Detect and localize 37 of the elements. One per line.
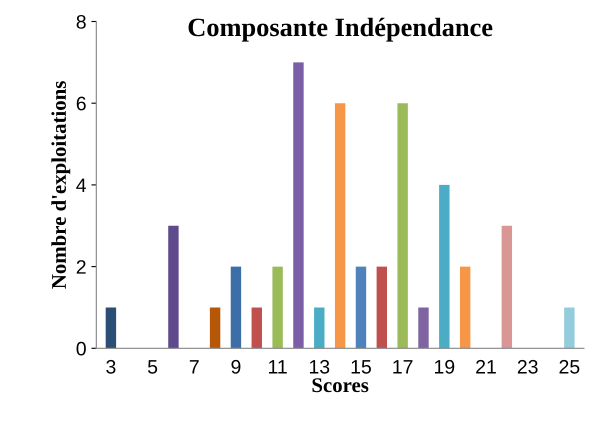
y-tick-label: 4 — [76, 178, 86, 192]
x-tick-label: 13 — [310, 360, 330, 374]
bar — [293, 62, 304, 348]
bar — [334, 103, 346, 348]
x-axis-title: Scores — [312, 378, 368, 392]
bar — [168, 226, 179, 348]
x-tick-label: 19 — [434, 360, 454, 374]
x-tick-label: 23 — [518, 360, 538, 374]
x-tick-label: 3 — [106, 360, 116, 374]
bar — [210, 307, 220, 348]
bar — [397, 103, 408, 348]
bar — [230, 266, 242, 348]
y-tick-label: 8 — [76, 14, 86, 29]
x-tick-label: 11 — [269, 360, 287, 374]
x-tick-label: 25 — [560, 360, 580, 374]
bar — [418, 307, 429, 348]
bar — [564, 307, 575, 348]
x-tick-label: 5 — [148, 360, 158, 374]
bar — [376, 266, 388, 348]
bar — [252, 307, 262, 348]
x-tick-label: 9 — [231, 360, 240, 374]
y-tick-label: 6 — [76, 96, 86, 110]
y-axis-title: Nombre d'exploitations — [51, 81, 70, 289]
x-tick-label: 17 — [393, 360, 412, 374]
bar — [356, 266, 366, 348]
bar — [439, 184, 450, 348]
bar — [502, 226, 512, 348]
x-tick-label: 7 — [190, 360, 199, 374]
bar — [106, 307, 116, 348]
chart-title: Composante Indépendance — [188, 18, 492, 42]
bar — [272, 266, 283, 348]
y-tick-label: 2 — [76, 260, 86, 274]
x-tick-label: 21 — [476, 360, 496, 374]
x-tick-label: 15 — [352, 360, 371, 374]
bar — [460, 266, 470, 348]
y-tick-label: 0 — [76, 342, 86, 356]
bar — [314, 307, 324, 348]
